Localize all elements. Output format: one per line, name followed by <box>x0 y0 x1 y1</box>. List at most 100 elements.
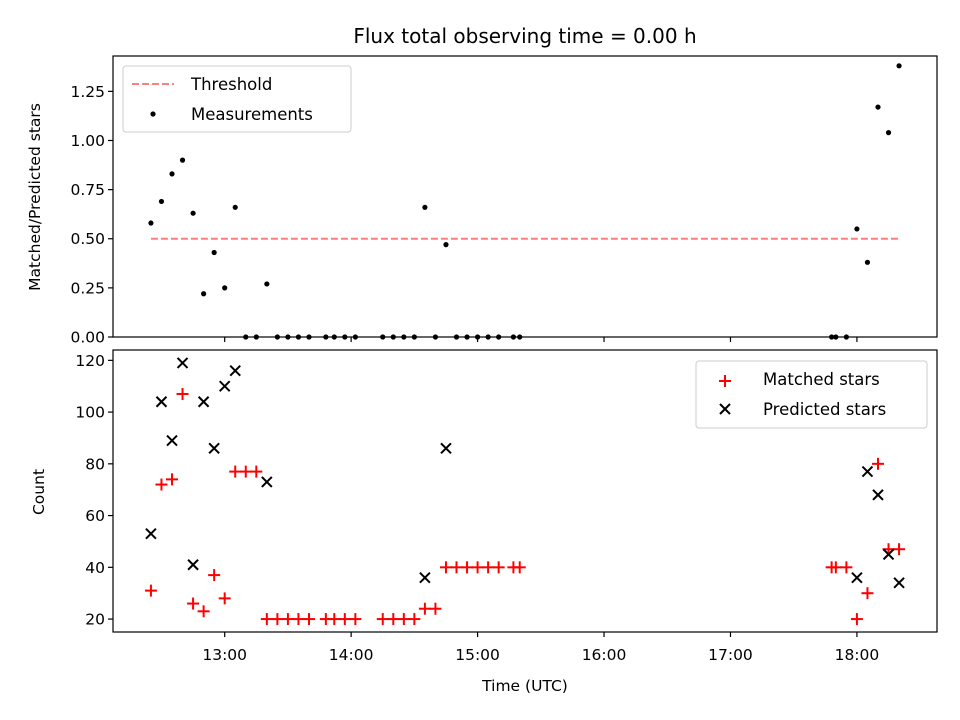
matched-star-point <box>144 584 157 597</box>
predicted-star-point <box>261 476 273 488</box>
ratio-y-tick-label: 0.50 <box>70 230 105 248</box>
measurement-point <box>432 334 439 340</box>
predicted-star-point <box>229 364 241 377</box>
x-axis-label: Time (UTC) <box>481 677 568 695</box>
matched-star-point <box>376 613 389 626</box>
measurement-point <box>854 226 860 232</box>
legend-matched-label: Matched stars <box>763 370 880 389</box>
matched-star-point <box>208 569 221 582</box>
measurement-point <box>474 334 481 340</box>
count-y-tick-label: 60 <box>85 507 105 525</box>
measurement-point <box>243 334 249 340</box>
measurement-point <box>232 204 238 210</box>
count-y-tick-label: 20 <box>85 611 105 629</box>
measurement-point <box>342 334 348 340</box>
measurement-point <box>274 334 280 340</box>
matched-star-point <box>829 561 842 574</box>
count-y-ticks: 20 40 60 80 100 120 <box>75 352 113 629</box>
measurement-point <box>169 171 175 177</box>
measurement-point <box>306 334 312 340</box>
predicted-star-point <box>176 357 189 369</box>
legend-threshold-label: Threshold <box>190 75 272 94</box>
matched-star-point <box>281 613 294 626</box>
predicted-star-point <box>851 571 863 584</box>
measurement-point <box>517 334 523 340</box>
measurement-point <box>443 242 449 248</box>
ratio-y-ticks: 0.00 0.25 0.50 0.75 1.00 1.25 <box>70 83 113 347</box>
predicted-star-point <box>187 559 199 571</box>
measurement-point <box>190 210 196 216</box>
ratio-y-tick-label: 1.00 <box>70 132 105 150</box>
matched-star-point <box>513 561 526 574</box>
measurement-point <box>253 334 259 340</box>
predicted-star-point <box>872 489 884 501</box>
matched-star-point <box>218 592 231 605</box>
ratio-y-axis-label: Matched/Predicted stars <box>26 103 44 291</box>
matched-star-point <box>187 597 200 610</box>
predicted-star-point <box>861 465 874 478</box>
predicted-star-point <box>166 434 178 447</box>
matched-star-point <box>893 543 906 556</box>
measurement-point <box>453 334 460 340</box>
measurement-point <box>875 104 881 110</box>
ratio-x-ticks <box>224 337 858 342</box>
measurement-point <box>401 334 407 340</box>
measurement-point <box>390 334 396 340</box>
legend-predicted-label: Predicted stars <box>763 400 886 419</box>
measurement-point <box>295 334 302 340</box>
count-x-ticks: 13:00 14:00 15:00 16:00 17:00 18:00 <box>202 632 879 664</box>
measurement-point <box>896 63 902 69</box>
matched-star-point <box>338 613 351 626</box>
count-x-tick-label: 15:00 <box>455 646 500 664</box>
legend-matched-swatch <box>719 375 731 387</box>
measurement-point <box>829 334 835 340</box>
measurement-point <box>464 334 470 340</box>
count-plot-frame <box>112 349 938 633</box>
measurement-point <box>323 334 329 340</box>
count-x-tick-label: 14:00 <box>329 646 374 664</box>
predicted-star-point <box>208 442 220 455</box>
count-y-tick-label: 80 <box>85 455 105 473</box>
measurement-point <box>496 334 502 340</box>
matched-star-point <box>397 613 410 626</box>
matched-star-point <box>176 387 189 400</box>
measurement-point <box>158 198 165 205</box>
measurement-point <box>285 334 291 340</box>
matched-star-point <box>155 478 168 491</box>
measurement-point <box>843 334 849 340</box>
ratio-y-tick-label: 1.25 <box>70 83 105 101</box>
matched-star-point <box>292 613 305 626</box>
measurement-point <box>885 130 892 136</box>
matched-star-point <box>461 561 474 574</box>
matched-star-point <box>871 457 884 470</box>
predicted-star-point <box>197 396 210 408</box>
predicted-star-point <box>882 548 895 561</box>
predicted-star-point <box>218 380 231 392</box>
ratio-y-tick-label: 0.00 <box>70 329 105 347</box>
measurement-point <box>331 334 337 340</box>
predicted-star-point <box>145 527 157 540</box>
ratio-y-tick-label: 0.75 <box>70 181 105 199</box>
count-y-axis-label: Count <box>30 469 48 515</box>
matched-star-point <box>840 561 853 574</box>
measurement-point <box>422 204 428 210</box>
measurement-point <box>833 334 839 340</box>
ratio-y-tick-label: 0.25 <box>70 279 105 297</box>
measurement-point <box>222 285 228 291</box>
matched-star-point <box>850 613 863 626</box>
matched-star-point <box>229 465 242 478</box>
measurement-point <box>864 259 871 265</box>
matched-star-point <box>387 613 400 626</box>
legend-measurements-swatch <box>150 111 156 117</box>
count-y-tick-label: 40 <box>85 559 105 577</box>
matched-star-point <box>861 587 874 600</box>
matched-star-point <box>166 473 179 486</box>
legend-measurements-label: Measurements <box>191 105 313 124</box>
measurement-point <box>264 281 270 287</box>
matched-star-point <box>471 561 484 574</box>
matched-star-point <box>260 613 273 626</box>
ratio-marks <box>148 63 902 340</box>
matched-star-point <box>429 602 442 615</box>
measurement-point <box>211 249 217 256</box>
